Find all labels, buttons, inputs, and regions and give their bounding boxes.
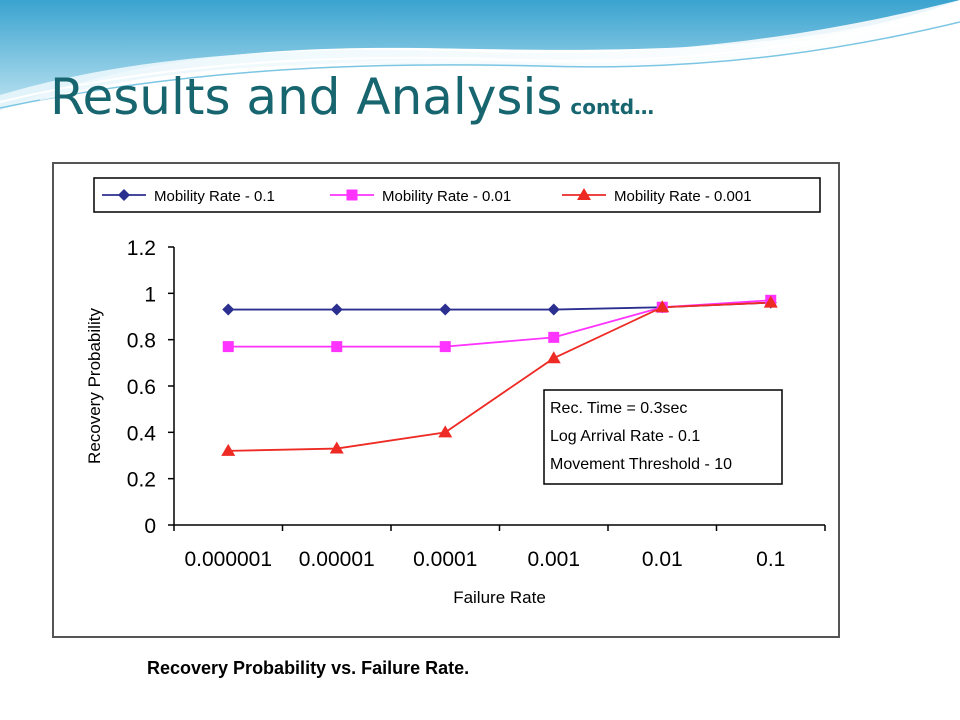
triangle-marker xyxy=(221,443,236,456)
triangle-marker xyxy=(329,441,344,454)
legend-label-1: Mobility Rate - 0.1 xyxy=(154,188,275,205)
triangle-marker xyxy=(655,300,670,313)
triangle-marker xyxy=(546,351,561,364)
square-marker xyxy=(548,331,560,343)
chart-frame: 0 0.2 0.4 0.6 0.8 1 1.2 0.000001 0.00001 0.0001 0.… xyxy=(52,162,840,638)
legend-box xyxy=(93,177,821,213)
x-tick-label: 0.01 xyxy=(642,548,683,571)
diamond-marker xyxy=(118,189,130,201)
x-tick-label: 0.000001 xyxy=(184,548,272,571)
slide-title-text: Results and Analysis xyxy=(50,68,563,126)
annotation-line: Log Arrival Rate - 0.1 xyxy=(550,428,700,445)
annotation-line: Rec. Time = 0.3sec xyxy=(550,400,687,417)
slide-title: Results and Analysis contd… xyxy=(50,72,654,122)
diamond-marker xyxy=(439,303,452,316)
x-axis-title: Failure Rate xyxy=(453,588,546,607)
square-marker xyxy=(331,341,343,353)
slide-title-suffix: contd… xyxy=(570,95,655,119)
y-tick-label: 0.4 xyxy=(127,422,157,445)
y-tick-label: 1.2 xyxy=(127,237,156,260)
figure-caption: Recovery Probability vs. Failure Rate. xyxy=(147,658,470,678)
annotation-line: Movement Threshold - 10 xyxy=(550,456,732,473)
series-line-3 xyxy=(228,301,771,452)
legend-label-2: Mobility Rate - 0.01 xyxy=(382,188,511,205)
y-axis-title: Recovery Probability xyxy=(85,308,104,464)
x-tick-label: 0.0001 xyxy=(413,548,477,571)
series-line-2 xyxy=(228,299,771,348)
y-tick-label: 0 xyxy=(144,515,156,538)
y-tick-label: 0.2 xyxy=(127,469,156,492)
triangle-marker xyxy=(763,295,778,308)
square-marker xyxy=(222,341,234,353)
annotation-box xyxy=(543,389,783,485)
diamond-marker xyxy=(547,303,560,316)
triangle-marker xyxy=(438,425,453,438)
legend-label-3: Mobility Rate - 0.001 xyxy=(614,188,752,205)
x-tick-label: 0.00001 xyxy=(299,548,375,571)
recovery-probability-chart: 0 0.2 0.4 0.6 0.8 1 1.2 0.000001 0.00001 0.0001 0.… xyxy=(85,177,826,607)
diamond-marker xyxy=(330,303,343,316)
header-wave-decoration xyxy=(0,0,960,110)
square-marker xyxy=(346,189,358,201)
y-tick-label: 0.8 xyxy=(127,330,156,353)
diamond-marker xyxy=(222,303,235,316)
square-marker xyxy=(439,341,451,353)
y-tick-label: 1 xyxy=(144,283,156,306)
y-tick-label: 0.6 xyxy=(127,376,156,399)
x-tick-label: 0.1 xyxy=(756,548,785,571)
x-tick-label: 0.001 xyxy=(527,548,580,571)
triangle-marker xyxy=(577,188,591,200)
